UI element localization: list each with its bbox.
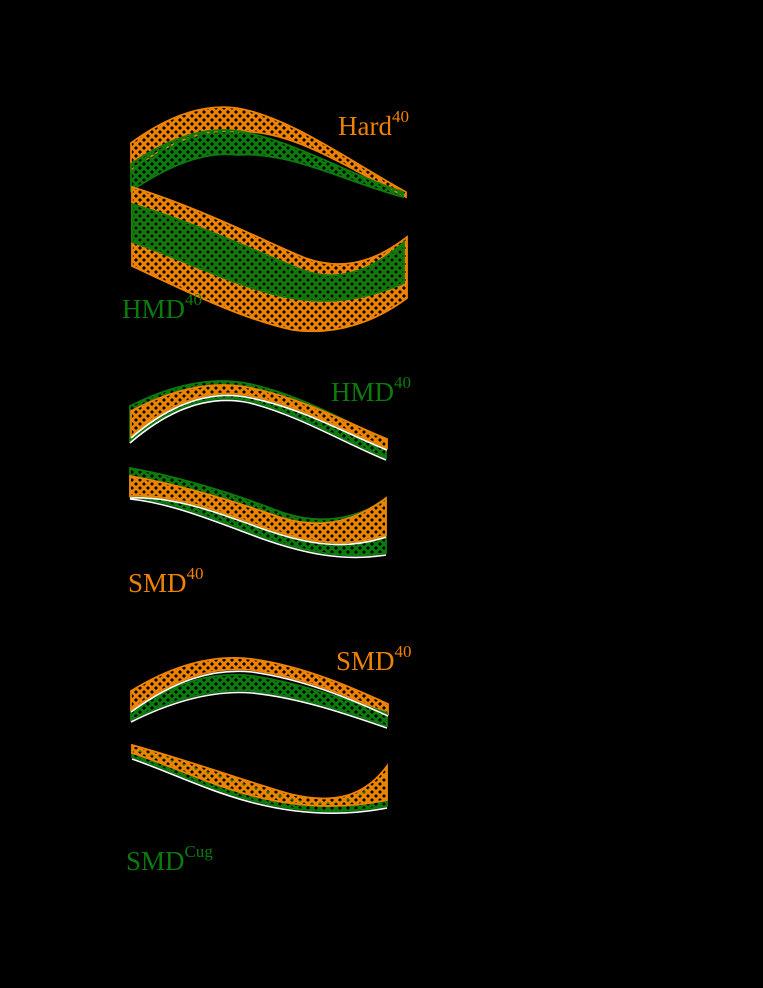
edge-bottom-lower-band-bottom <box>131 758 388 815</box>
label-hmd-40-middle-panel-superscript: 40 <box>394 373 411 392</box>
label-smd-40-middle-panel-superscript: 40 <box>187 564 204 583</box>
label-smd-cug-bottom-panel-superscript: Cug <box>185 842 214 861</box>
edge-middle-upper-orange-bottom <box>130 394 388 451</box>
edge-middle-lower-orange-bottom <box>129 497 387 546</box>
label-smd-40-bottom-panel-superscript: 40 <box>395 642 412 661</box>
band-bottom-upper-orange <box>130 656 389 716</box>
band-top-lower-green <box>131 202 405 302</box>
edge-bottom-upper-green-bottom <box>130 691 388 729</box>
label-hmd-40-top-panel-superscript: 40 <box>185 290 202 309</box>
label-hard-40-superscript: 40 <box>392 107 409 126</box>
edge-bottom-upper-orange-bottom <box>130 670 389 717</box>
band-middle-upper-orange <box>130 384 388 450</box>
edge-middle-upper-green-bottom <box>129 399 387 461</box>
band-bottom-upper-green <box>130 673 388 728</box>
band-middle-lower-orange <box>129 474 387 544</box>
band-top-upper-green <box>130 129 404 199</box>
bands-layer <box>129 106 408 813</box>
white-edges-layer <box>129 394 389 815</box>
band-bottom-lower-orange <box>131 743 388 807</box>
edge-middle-lower-green-bottom <box>129 498 387 559</box>
